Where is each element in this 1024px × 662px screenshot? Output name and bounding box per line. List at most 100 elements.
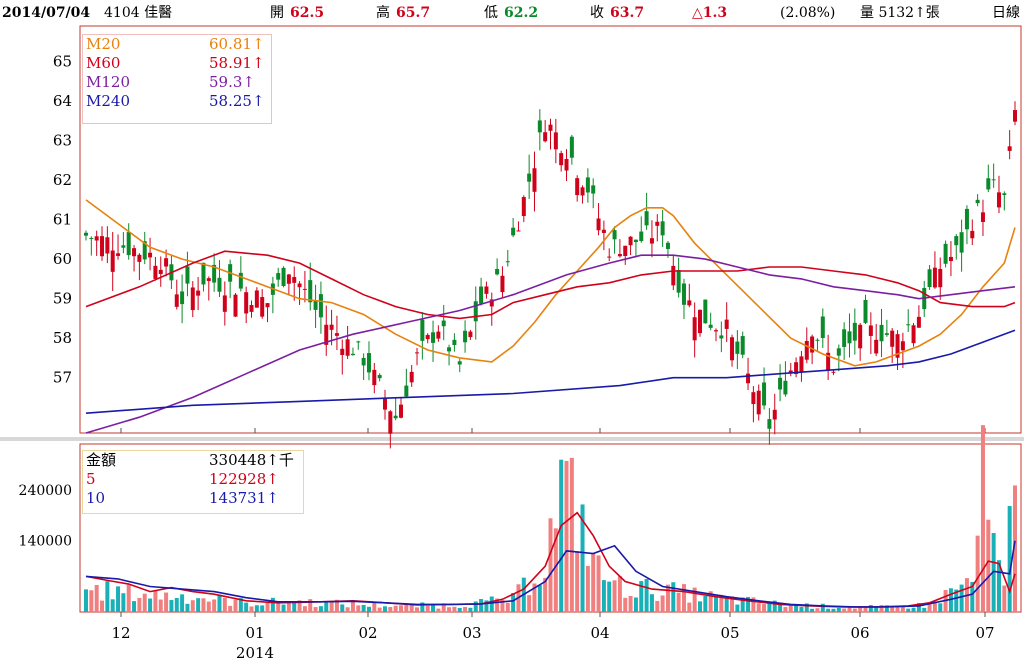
volume-bar [265, 602, 270, 612]
candle-up [329, 324, 334, 330]
candle-down [212, 264, 217, 283]
volume-bar [714, 595, 719, 612]
volume-bar [970, 581, 975, 612]
volume-ma-line-5 [85, 511, 1016, 608]
candle-down [991, 179, 996, 181]
volume-bar [639, 581, 644, 612]
volume-bar [196, 598, 201, 612]
volume-bar [879, 605, 884, 612]
candle-down [964, 208, 969, 230]
candle-up [521, 197, 526, 217]
x-axis-month-label: 05 [720, 624, 739, 642]
volume-bar [665, 584, 670, 612]
candle-up [932, 267, 937, 288]
volume-bar [318, 606, 323, 612]
candle-down [660, 221, 665, 236]
volume-bar [89, 590, 94, 612]
candle-down [393, 415, 398, 419]
candle-up [222, 295, 227, 312]
volume-bar [649, 594, 654, 612]
candle-down [308, 280, 313, 303]
volume-bar [553, 528, 558, 612]
candle-up [233, 294, 238, 317]
volume-bar [719, 594, 724, 612]
candle-down [511, 227, 516, 236]
volume-bar [185, 603, 190, 612]
volume-bar [447, 607, 452, 612]
candle-down [820, 316, 825, 338]
volume-bar [575, 551, 580, 612]
open-label: 開 [270, 5, 284, 21]
volume-bar [692, 587, 697, 612]
candle-down [463, 330, 468, 343]
candle-down [447, 347, 452, 352]
volume-bar [591, 553, 596, 612]
candle-up [564, 159, 569, 171]
volume-bar [158, 599, 163, 612]
low-value: 62.2 [504, 5, 539, 21]
volume-bar [730, 596, 735, 612]
candle-up [916, 316, 921, 328]
volume-bar [815, 608, 820, 612]
volume-bar [847, 606, 852, 612]
candle-down [767, 419, 772, 429]
volume-bar [548, 518, 553, 612]
volume-bar [366, 606, 371, 612]
candle-up [895, 334, 900, 358]
candle-up [810, 336, 815, 353]
x-axis-month-label: 12 [111, 624, 130, 642]
volume-bar [148, 598, 153, 612]
volume-bar [623, 597, 628, 612]
volume-bar [270, 597, 275, 612]
volume-bar [436, 608, 441, 612]
candle-down [356, 341, 361, 343]
candle-down [612, 230, 617, 240]
volume-bar [911, 607, 916, 612]
x-axis-month-label: 01 [245, 624, 264, 642]
candle-up [617, 254, 622, 257]
candle-up [799, 356, 804, 373]
volume-bar [724, 596, 729, 612]
candle-down [217, 277, 222, 292]
candle-down [986, 178, 991, 190]
volume-bar [868, 605, 873, 612]
candle-up [425, 334, 430, 340]
x-axis-month-label: 02 [358, 624, 377, 642]
volume-bar [94, 584, 99, 612]
open-value: 62.5 [290, 5, 325, 21]
close-label: 收 [590, 5, 604, 21]
stock-name: 4104 佳醫 [104, 5, 173, 21]
volume-bar [826, 608, 831, 612]
volume-bar [441, 603, 446, 612]
candle-up [206, 278, 211, 281]
candle-up [340, 348, 345, 356]
volume-bar [121, 593, 126, 612]
candle-down [852, 322, 857, 341]
low-label: 低 [484, 5, 498, 21]
volume-bar [393, 605, 398, 612]
volume-bar [137, 597, 142, 612]
candle-up [628, 236, 633, 246]
volume-bar [810, 608, 815, 612]
volume-bar [409, 603, 414, 612]
candle-up [388, 411, 393, 434]
change-value: △1.3 [692, 5, 728, 21]
candle-down [495, 268, 500, 275]
candle-down [836, 348, 841, 356]
candle-down [350, 353, 355, 356]
candle-down [1002, 193, 1007, 196]
volume-bar [1013, 485, 1017, 612]
candle-down [719, 335, 724, 339]
candle-down [276, 273, 281, 280]
volume-bar [746, 596, 751, 612]
volume-bar [180, 594, 185, 612]
volume-value: 量 5132↑張 [860, 5, 940, 21]
volume-bar [708, 591, 713, 612]
candle-down [180, 291, 185, 305]
candle-up [543, 132, 548, 142]
volume-bar [767, 603, 772, 612]
candle-down [318, 294, 323, 318]
candle-down [377, 374, 382, 379]
candle-up [158, 269, 163, 275]
volume-bar [484, 600, 489, 612]
